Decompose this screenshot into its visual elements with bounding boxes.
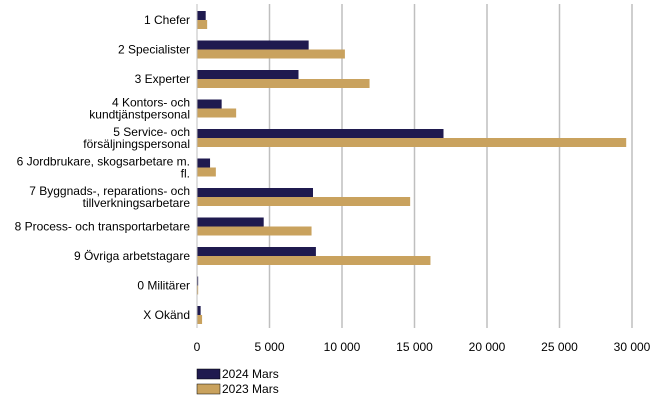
bar-series1-8	[197, 247, 316, 256]
bar-series2-0	[197, 20, 208, 29]
x-tick-label-6: 30 000	[614, 340, 650, 354]
category-label-5: 6 Jordbrukare, skogsarbetare m.	[17, 155, 190, 169]
bar-series1-6	[197, 188, 313, 197]
category-label-10: X Okänd	[143, 308, 190, 322]
category-label-2: 3 Experter	[135, 72, 190, 86]
category-label-6: 7 Byggnads-, reparations- och	[29, 184, 190, 198]
category-label-5: fl.	[181, 167, 190, 181]
bar-series2-6	[197, 197, 411, 206]
bar-series1-9	[197, 276, 199, 286]
bar-series1-1	[197, 40, 309, 50]
category-label-7: 8 Process- och transportarbetare	[15, 220, 191, 234]
category-label-1: 2 Specialister	[118, 43, 190, 57]
bar-series1-2	[197, 70, 299, 79]
bar-series1-10	[197, 306, 201, 315]
category-label-0: 1 Chefer	[144, 13, 190, 27]
legend-swatch-0	[196, 368, 221, 380]
x-tick-label-3: 15 000	[396, 340, 433, 354]
category-label-3: 4 Kontors- och	[112, 96, 190, 110]
legend-swatch-1	[196, 383, 221, 395]
x-tick-labels: 0 5 000 10 000 15 000 20 000 25 000 30 000	[194, 340, 650, 354]
category-label-4: försäljningspersonal	[83, 137, 190, 151]
bar-series1-0	[197, 11, 206, 20]
bar-series1-4	[197, 129, 444, 138]
legend-label-0: 2024 Mars	[222, 367, 279, 381]
legend-label-1: 2023 Mars	[222, 382, 279, 396]
category-label-9: 0 Militärer	[137, 279, 190, 293]
bars	[197, 11, 627, 324]
x-tick-label-2: 10 000	[324, 340, 361, 354]
bar-series2-3	[197, 108, 237, 118]
bar-series1-3	[197, 99, 222, 109]
category-label-6: tillverkningsarbetare	[83, 196, 191, 210]
category-label-3: kundtjänstpersonal	[89, 108, 190, 122]
x-tick-label-1: 5 000	[254, 340, 284, 354]
category-label-8: 9 Övriga arbetstagare	[74, 249, 190, 263]
bar-series2-10	[197, 315, 203, 324]
x-tick-label-5: 25 000	[541, 340, 578, 354]
bar-series2-2	[197, 79, 370, 88]
category-labels: 1 Chefer 2 Specialister 3 Experter 4 Kontor…	[15, 13, 191, 322]
bar-series2-5	[197, 167, 216, 177]
bar-series1-7	[197, 217, 264, 227]
bar-series2-1	[197, 49, 345, 59]
bar-series2-9	[197, 285, 199, 295]
category-label-4: 5 Service- och	[113, 125, 190, 139]
x-tick-label-0: 0	[194, 340, 201, 354]
bar-series1-5	[197, 158, 211, 168]
x-tick-label-4: 20 000	[469, 340, 506, 354]
bar-series2-8	[197, 256, 431, 265]
bar-series2-7	[197, 226, 312, 236]
bar-series2-4	[197, 138, 627, 147]
